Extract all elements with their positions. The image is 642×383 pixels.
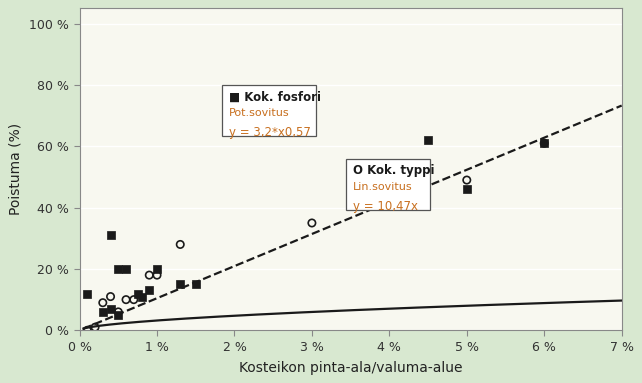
Point [384,177,394,183]
Point [98,300,108,306]
Point [539,140,550,146]
Point [144,272,155,278]
Text: ■ Kok. fosfori
 Pot.sovitus
 y = 3,2*x0,57: ■ Kok. fosfori Pot.sovitus y = 3,2*x0,57 [226,89,311,132]
Text: Pot.sovitus: Pot.sovitus [229,108,290,118]
X-axis label: Kosteikon pinta-ala/valuma-alue: Kosteikon pinta-ala/valuma-alue [239,361,462,375]
Point [191,281,201,287]
Point [82,327,92,333]
Point [539,140,550,146]
Point [384,183,394,189]
Point [132,290,143,296]
Point [384,168,394,174]
Y-axis label: Poistuma (%): Poistuma (%) [8,123,22,215]
Text: y = 3,2*x0,57: y = 3,2*x0,57 [229,126,311,139]
Point [121,266,131,272]
Point [307,220,317,226]
Point [105,306,116,312]
Point [82,290,92,296]
Point [152,272,162,278]
Point [136,293,146,300]
Point [144,287,155,293]
Text: ■ Kok. fosfori: ■ Kok. fosfori [229,90,320,103]
Point [384,174,394,180]
Point [462,186,472,192]
Point [113,309,123,315]
Point [105,293,116,300]
Point [175,281,186,287]
Point [152,266,162,272]
Point [128,296,139,303]
Text: O Kok. typpi
 Lin.sovitus
 y = 10,47x: O Kok. typpi Lin.sovitus y = 10,47x [351,163,426,206]
Point [113,312,123,318]
Text: O Kok. typpi: O Kok. typpi [353,164,435,177]
Point [105,232,116,238]
Point [90,324,100,330]
Point [121,296,131,303]
Point [423,137,433,143]
Text: Lin.sovitus: Lin.sovitus [353,182,413,192]
Point [462,177,472,183]
Point [98,309,108,315]
Text: y = 10,47x: y = 10,47x [353,200,419,213]
Point [175,241,186,247]
Point [113,266,123,272]
